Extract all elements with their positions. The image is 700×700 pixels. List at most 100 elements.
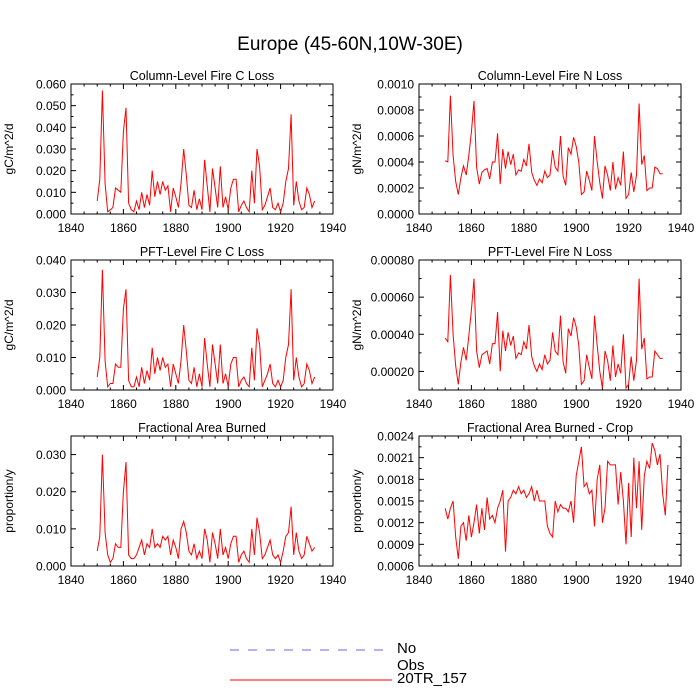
panel-title: PFT-Level Fire C Loss bbox=[140, 245, 264, 259]
y-tick-label: 0.060 bbox=[36, 78, 66, 92]
y-axis-label: gN/m^2/d bbox=[350, 300, 364, 351]
x-tick-label: 1940 bbox=[668, 397, 695, 411]
x-tick-label: 1860 bbox=[458, 397, 485, 411]
y-tick-label: 0.0010 bbox=[377, 78, 414, 92]
y-tick-label: 0.0006 bbox=[377, 560, 414, 574]
x-tick-label: 1940 bbox=[320, 221, 347, 235]
x-tick-label: 1880 bbox=[510, 397, 537, 411]
x-tick-label: 1900 bbox=[563, 397, 590, 411]
x-tick-label: 1860 bbox=[110, 573, 137, 587]
y-axis-label: gC/m^2/d bbox=[2, 300, 16, 351]
x-tick-label: 1860 bbox=[110, 221, 137, 235]
series-line-1 bbox=[96, 454, 316, 565]
y-tick-label: 0.00040 bbox=[371, 328, 415, 342]
y-tick-label: 0.010 bbox=[36, 186, 66, 200]
x-tick-label: 1880 bbox=[162, 221, 189, 235]
x-tick-label: 1860 bbox=[458, 221, 485, 235]
x-tick-label: 1840 bbox=[406, 573, 433, 587]
x-tick-label: 1840 bbox=[406, 397, 433, 411]
y-axis-label: proportion/y bbox=[2, 469, 16, 532]
y-tick-label: 0.020 bbox=[36, 485, 66, 499]
y-tick-label: 0.0018 bbox=[377, 473, 414, 487]
x-tick-label: 1860 bbox=[458, 573, 485, 587]
y-tick-label: 0.00020 bbox=[371, 365, 415, 379]
y-tick-label: 0.00080 bbox=[371, 254, 415, 268]
y-axis-label: gN/m^2/d bbox=[350, 124, 364, 175]
y-tick-label: 0.040 bbox=[36, 121, 66, 135]
y-tick-label: 0.0024 bbox=[377, 430, 414, 444]
y-tick-label: 0.0009 bbox=[377, 538, 414, 552]
series-line-1 bbox=[96, 269, 316, 389]
panel-title: Fractional Area Burned - Crop bbox=[467, 421, 633, 435]
y-tick-label: 0.0006 bbox=[377, 130, 414, 144]
chart-panel-6: 1840 1860 1880 1900 1920 1940 0.0006 0.0009 0.00… bbox=[350, 421, 695, 587]
y-tick-label: 0.040 bbox=[36, 254, 66, 268]
series-line-1 bbox=[96, 90, 316, 214]
y-tick-label: 0.000 bbox=[36, 560, 66, 574]
x-tick-label: 1920 bbox=[615, 221, 642, 235]
figure-title: Europe (45-60N,10W-30E) bbox=[237, 34, 463, 55]
series-line-1 bbox=[444, 95, 663, 200]
y-tick-label: 0.020 bbox=[36, 164, 66, 178]
x-tick-label: 1880 bbox=[162, 397, 189, 411]
plot-frame bbox=[418, 259, 682, 391]
x-tick-label: 1920 bbox=[267, 221, 294, 235]
y-tick-label: 0.010 bbox=[36, 351, 66, 365]
y-tick-label: 0.0004 bbox=[377, 156, 414, 170]
y-tick-label: 0.030 bbox=[36, 448, 66, 462]
legend-lines bbox=[230, 649, 392, 681]
x-tick-label: 1900 bbox=[563, 573, 590, 587]
y-tick-label: 0.000 bbox=[36, 384, 66, 398]
y-tick-label: 0.0021 bbox=[377, 451, 414, 465]
x-tick-label: 1860 bbox=[110, 397, 137, 411]
x-tick-label: 1920 bbox=[267, 573, 294, 587]
y-tick-label: 0.0002 bbox=[377, 182, 414, 196]
x-tick-label: 1900 bbox=[563, 221, 590, 235]
x-tick-label: 1920 bbox=[615, 397, 642, 411]
panel-title: Column-Level Fire C Loss bbox=[130, 69, 275, 83]
legend-label-20tr-157: 20TR_157 bbox=[397, 670, 468, 687]
chart-panel-4: 1840 1860 1880 1900 1920 1940 0.00020 0.00040 0.… bbox=[350, 245, 695, 411]
panel-title: PFT-Level Fire N Loss bbox=[488, 245, 612, 259]
plot-frame bbox=[418, 435, 682, 567]
chart-panel-5: 1840 1860 1880 1900 1920 1940 0.000 0.010 0.020 0… bbox=[2, 421, 347, 587]
y-tick-label: 0.030 bbox=[36, 286, 66, 300]
x-tick-label: 1840 bbox=[406, 221, 433, 235]
x-tick-label: 1880 bbox=[510, 573, 537, 587]
y-tick-label: 0.050 bbox=[36, 99, 66, 113]
chart-panel-3: 1840 1860 1880 1900 1920 1940 0.000 0.010 0.020 0… bbox=[2, 245, 347, 411]
x-tick-label: 1940 bbox=[320, 573, 347, 587]
chart-panel-2: 1840 1860 1880 1900 1920 1940 0.0000 0.0002 0.00… bbox=[350, 69, 695, 235]
y-tick-label: 0.0008 bbox=[377, 104, 414, 118]
x-tick-label: 1920 bbox=[615, 573, 642, 587]
legend-label-no-obs: No Obs bbox=[397, 640, 425, 674]
y-tick-label: 0.010 bbox=[36, 522, 66, 536]
y-tick-label: 0.000 bbox=[36, 208, 66, 222]
x-tick-label: 1940 bbox=[668, 221, 695, 235]
x-tick-label: 1900 bbox=[215, 397, 242, 411]
y-tick-label: 0.00060 bbox=[371, 291, 415, 305]
chart-panel-1: 1840 1860 1880 1900 1920 1940 0.000 0.010 0.020 0… bbox=[2, 69, 347, 235]
x-tick-label: 1840 bbox=[58, 573, 85, 587]
series-line-1 bbox=[444, 274, 663, 390]
x-tick-label: 1840 bbox=[58, 221, 85, 235]
panel-title: Fractional Area Burned bbox=[138, 421, 266, 435]
x-tick-label: 1840 bbox=[58, 397, 85, 411]
x-tick-label: 1900 bbox=[215, 221, 242, 235]
series-line-1 bbox=[444, 443, 669, 559]
y-axis-label: proportion/y bbox=[350, 469, 364, 532]
y-axis-label: gC/m^2/d bbox=[2, 124, 16, 175]
y-tick-label: 0.020 bbox=[36, 319, 66, 333]
y-tick-label: 0.0000 bbox=[377, 208, 414, 222]
x-tick-label: 1940 bbox=[668, 573, 695, 587]
x-tick-label: 1920 bbox=[267, 397, 294, 411]
y-tick-label: 0.0015 bbox=[377, 495, 414, 509]
x-tick-label: 1900 bbox=[215, 573, 242, 587]
x-tick-label: 1940 bbox=[320, 397, 347, 411]
y-tick-label: 0.0012 bbox=[377, 516, 414, 530]
x-tick-label: 1880 bbox=[510, 221, 537, 235]
y-tick-label: 0.030 bbox=[36, 143, 66, 157]
panel-title: Column-Level Fire N Loss bbox=[478, 69, 623, 83]
x-tick-label: 1880 bbox=[162, 573, 189, 587]
